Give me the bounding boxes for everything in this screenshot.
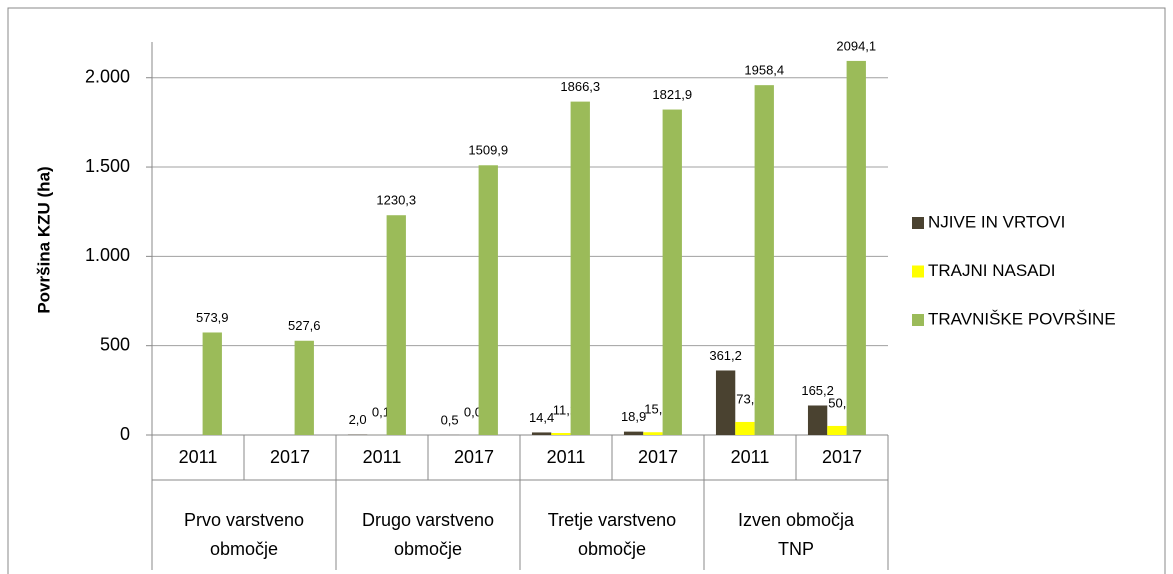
- bar: [551, 432, 571, 435]
- group-label: območje: [578, 539, 646, 559]
- x-tick-label: 2017: [638, 447, 678, 467]
- bar: [623, 431, 644, 435]
- x-tick-label: 2017: [270, 447, 310, 467]
- x-tick-label: 2011: [179, 447, 218, 467]
- group-label: območje: [394, 539, 462, 559]
- legend-label: NJIVE IN VRTOVI: [928, 212, 1065, 231]
- x-tick-label: 2011: [363, 447, 402, 467]
- y-axis-label: Površina KZU (ha): [34, 166, 53, 313]
- data-label: 1230,3: [376, 193, 416, 208]
- bar: [643, 432, 663, 435]
- bar: [386, 215, 406, 435]
- bar: [531, 432, 552, 435]
- legend-swatch: [912, 314, 924, 326]
- y-tick-label: 500: [100, 334, 130, 354]
- data-label: 14,4: [529, 410, 554, 425]
- data-label: 0,5: [441, 412, 459, 427]
- data-label: 527,6: [288, 318, 321, 333]
- group-label: Izven območja: [738, 510, 855, 530]
- bar: [294, 340, 314, 435]
- data-label: 1509,9: [468, 143, 508, 158]
- y-tick-label: 1.000: [85, 245, 130, 265]
- y-tick-label: 1.500: [85, 156, 130, 176]
- bar: [807, 405, 828, 435]
- group-label: Prvo varstveno: [184, 510, 304, 530]
- data-label: 0,0: [464, 404, 482, 419]
- data-label: 1821,9: [652, 87, 692, 102]
- data-label: 1866,3: [560, 79, 600, 94]
- group-label: TNP: [778, 539, 814, 559]
- legend-label: TRAVNIŠKE POVRŠINE: [928, 309, 1116, 328]
- group-label: Drugo varstveno: [362, 510, 494, 530]
- legend-label: TRAJNI NASADI: [928, 261, 1056, 280]
- bar: [735, 421, 755, 435]
- data-label: 2094,1: [836, 38, 876, 53]
- x-tick-label: 2011: [731, 447, 770, 467]
- data-label: 361,2: [709, 348, 742, 363]
- data-label: 1958,4: [744, 63, 784, 78]
- y-tick-label: 0: [120, 424, 130, 444]
- x-tick-label: 2011: [547, 447, 586, 467]
- bar: [846, 60, 866, 435]
- group-label: območje: [210, 539, 278, 559]
- legend-swatch: [912, 217, 924, 229]
- data-label: 18,9: [621, 409, 646, 424]
- bar: [827, 425, 847, 435]
- legend-swatch: [912, 265, 924, 278]
- group-label: Tretje varstveno: [548, 510, 676, 530]
- data-label: 2,0: [349, 412, 367, 427]
- bar: [570, 101, 590, 435]
- bar: [715, 370, 736, 435]
- bar: [478, 165, 498, 435]
- data-label: 573,9: [196, 310, 229, 325]
- y-tick-label: 2.000: [85, 66, 130, 86]
- data-label: 165,2: [801, 383, 834, 398]
- bar: [754, 85, 774, 436]
- x-tick-label: 2017: [454, 447, 494, 467]
- bar: [202, 332, 222, 435]
- data-label: 0,1: [372, 404, 390, 419]
- bar: [662, 109, 682, 435]
- x-tick-label: 2017: [822, 447, 862, 467]
